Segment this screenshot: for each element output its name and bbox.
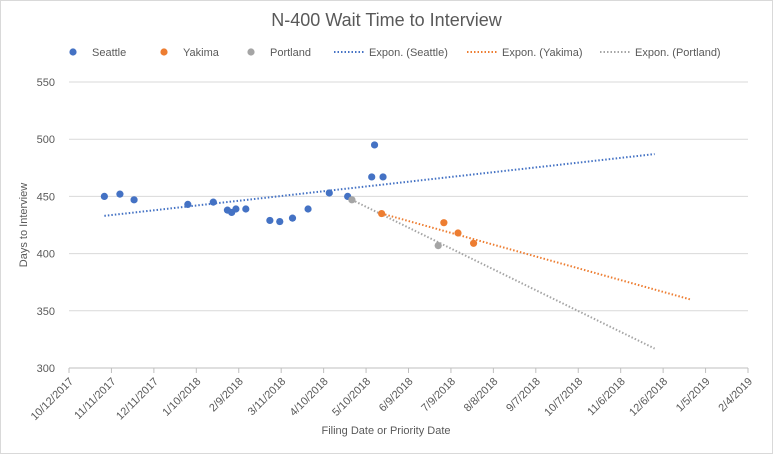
y-tick-labels: 300 350 400 450 500 550	[37, 77, 55, 375]
data-point	[184, 200, 192, 209]
legend-label: Expon. (Seattle)	[369, 47, 448, 59]
x-tick-label: 6/9/2018	[377, 376, 416, 415]
data-point	[276, 217, 284, 226]
x-tick-label: 9/7/2018	[504, 376, 543, 415]
x-tick-label: 8/8/2018	[462, 376, 501, 415]
data-point	[209, 198, 217, 206]
data-point	[288, 214, 297, 222]
x-tick-label: 10/12/2017	[29, 376, 76, 423]
data-point	[469, 239, 478, 247]
y-tick-label: 550	[37, 77, 55, 89]
data-point	[116, 190, 124, 198]
data-point	[266, 216, 274, 225]
y-tick-label: 450	[37, 191, 55, 203]
data-points	[100, 141, 478, 250]
data-point	[100, 192, 108, 200]
legend-marker	[160, 48, 168, 56]
x-tick-label: 3/11/2018	[246, 376, 289, 419]
x-tick-label: 5/10/2018	[330, 376, 373, 419]
legend-label: Expon. (Portland)	[635, 47, 721, 59]
x-tick-label: 1/10/2018	[160, 376, 203, 419]
legend-marker	[247, 48, 255, 56]
legend-label: Expon. (Yakima)	[502, 47, 583, 59]
x-tick-label: 12/6/2018	[627, 376, 670, 419]
x-tick-label: 11/6/2018	[585, 376, 628, 419]
trendlines	[104, 153, 691, 350]
data-point	[454, 229, 462, 237]
data-point	[325, 189, 333, 197]
data-point	[434, 241, 442, 250]
y-axis-title: Days to Interview	[18, 183, 30, 267]
legend-label: Portland	[270, 47, 311, 59]
legend: Seattle Yakima Portland Expon. (Seattle) Exp…	[69, 47, 721, 59]
trendline	[104, 153, 655, 217]
y-tick-label: 500	[37, 134, 55, 146]
x-tick-label: 10/7/2018	[542, 376, 585, 419]
x-axis-title: Filing Date or Priority Date	[322, 425, 451, 437]
x-tick-label: 12/11/2017	[114, 376, 161, 423]
data-point	[378, 209, 386, 218]
data-point	[368, 173, 376, 181]
x-tick-label: 1/5/2019	[674, 376, 713, 415]
x-tick-label: 2/9/2018	[207, 376, 246, 415]
data-point	[379, 173, 387, 181]
data-point	[232, 205, 240, 213]
y-tick-label: 350	[37, 306, 55, 318]
trendline	[351, 198, 656, 350]
legend-label: Seattle	[92, 47, 126, 59]
data-point	[440, 219, 448, 227]
x-tick-label: 7/9/2018	[419, 376, 458, 415]
x-tick-label: 11/11/2017	[72, 376, 118, 422]
data-point	[130, 196, 138, 204]
legend-label: Yakima	[183, 47, 220, 59]
x-tick-label: 2/4/2019	[716, 376, 755, 415]
chart-title: N-400 Wait Time to Interview	[271, 10, 502, 30]
trendline	[381, 212, 691, 301]
data-point	[304, 205, 312, 213]
x-tick-label: 4/10/2018	[288, 376, 331, 419]
gridlines	[68, 81, 749, 373]
data-point	[348, 196, 356, 204]
y-tick-label: 400	[37, 249, 55, 261]
data-point	[242, 205, 250, 213]
data-point	[370, 141, 379, 149]
y-tick-label: 300	[37, 363, 55, 375]
legend-marker	[69, 48, 77, 56]
